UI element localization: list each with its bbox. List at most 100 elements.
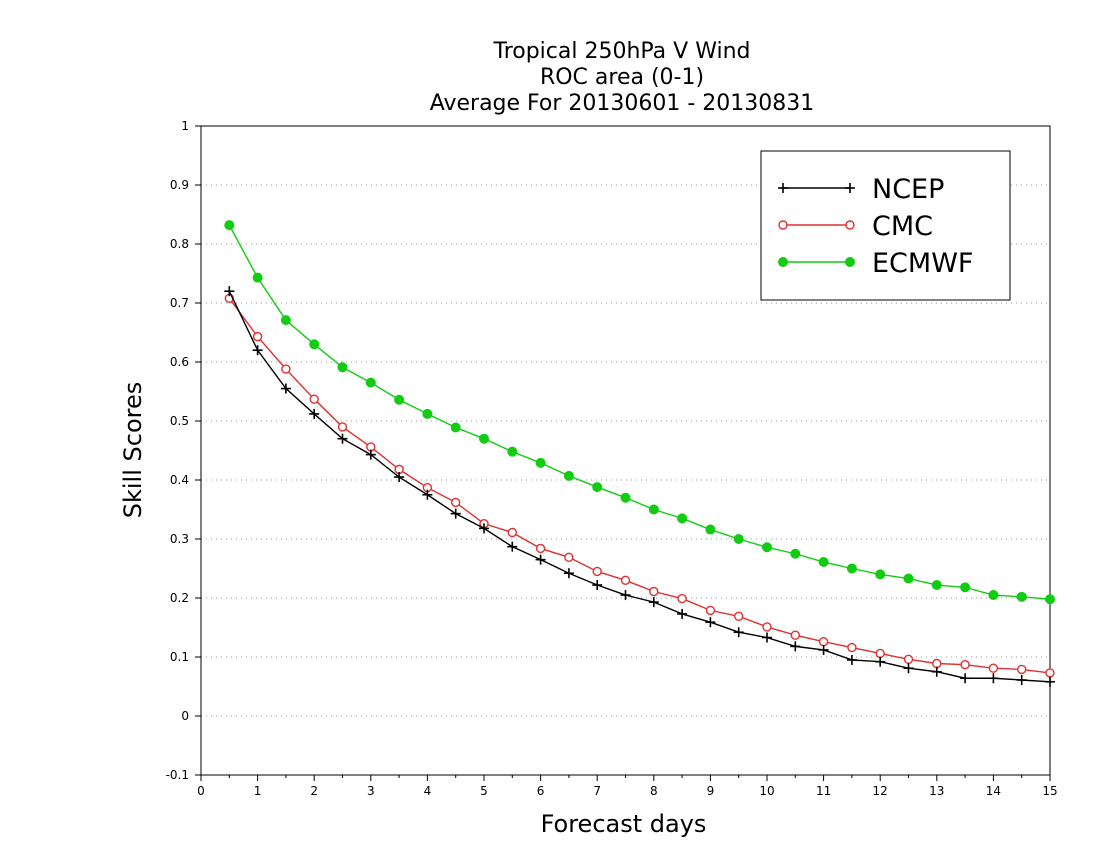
- y-tick-label: 0.3: [170, 532, 189, 546]
- data-point-cmc: [988, 663, 999, 673]
- x-tick-label: 1: [254, 784, 262, 798]
- data-point-ecmwf: [422, 408, 433, 419]
- data-point-cmc: [790, 630, 800, 640]
- legend-label: NCEP: [872, 174, 944, 205]
- data-point-cmc: [677, 593, 687, 604]
- x-tick-label: 3: [367, 784, 375, 798]
- data-point-ncep: [790, 641, 801, 652]
- data-point-cmc: [734, 611, 744, 621]
- legend-entry-cmc: CMC: [778, 211, 933, 242]
- data-point-ncep: [733, 627, 744, 638]
- data-point-cmc: [649, 586, 659, 597]
- x-tick-label: 13: [929, 784, 944, 798]
- data-point-ecmwf: [365, 377, 376, 388]
- legend-marker: [845, 220, 855, 230]
- title-line-2: ROC area (0-1): [540, 65, 704, 90]
- data-point-cmc: [1045, 668, 1055, 678]
- legend-marker: [778, 257, 788, 267]
- data-point-ecmwf: [790, 548, 801, 559]
- legend-label: ECMWF: [872, 248, 973, 279]
- data-point-ecmwf: [337, 362, 348, 373]
- data-point-ecmwf: [762, 542, 772, 553]
- data-point-ecmwf: [875, 569, 886, 580]
- data-point-cmc: [762, 622, 772, 632]
- x-tick-label: 6: [537, 784, 545, 798]
- legend-marker: [845, 257, 855, 267]
- series-layer: [224, 220, 1055, 687]
- data-point-ncep: [479, 523, 489, 534]
- data-point-ecmwf: [563, 470, 574, 481]
- data-point-cmc: [592, 566, 602, 577]
- data-point-cmc: [309, 394, 319, 404]
- x-tick-label: 15: [1042, 784, 1057, 798]
- y-tick-label: 0.7: [170, 296, 189, 310]
- data-point-ecmwf: [450, 422, 461, 433]
- data-point-ecmwf: [903, 573, 914, 584]
- data-point-ncep: [422, 489, 433, 500]
- legend-entry-ncep: NCEP: [778, 174, 944, 205]
- data-point-ncep: [563, 568, 574, 579]
- data-point-ncep: [677, 608, 688, 619]
- data-point-ecmwf: [705, 524, 716, 535]
- data-point-ncep: [535, 554, 546, 565]
- legend-marker: [778, 220, 788, 230]
- data-point-ecmwf: [988, 590, 999, 601]
- x-tick-label: 12: [873, 784, 888, 798]
- data-point-ecmwf: [733, 534, 744, 544]
- data-point-ncep: [931, 666, 942, 677]
- x-tick-label: 9: [707, 784, 715, 798]
- y-tick-label: 0.6: [170, 355, 189, 369]
- x-tick-label: 11: [816, 784, 831, 798]
- data-point-cmc: [451, 497, 461, 508]
- x-tick-label: 5: [480, 784, 488, 798]
- data-point-cmc: [620, 575, 631, 585]
- data-point-ecmwf: [535, 457, 546, 468]
- data-point-ecmwf: [677, 513, 688, 524]
- data-point-ncep: [846, 654, 857, 665]
- y-tick-label: 1: [181, 119, 189, 133]
- data-point-ncep: [450, 508, 461, 519]
- data-point-ecmwf: [252, 272, 263, 283]
- data-point-ncep: [875, 656, 886, 667]
- data-point-ncep: [507, 541, 518, 552]
- series-line-ncep: [228, 290, 1051, 683]
- data-point-ncep: [592, 580, 603, 591]
- y-axis-ticks: -0.1 0 0.1 0.2 0.3 0.4 0.5 0.6 0.7 0.8 0.9 1: [166, 119, 201, 782]
- data-point-ecmwf: [960, 582, 971, 593]
- data-point-ecmwf: [1045, 594, 1055, 605]
- data-point-ncep: [620, 590, 631, 601]
- data-point-ecmwf: [648, 504, 659, 515]
- data-point-ncep: [365, 449, 376, 460]
- data-point-ecmwf: [280, 315, 291, 326]
- data-point-ecmwf: [224, 220, 235, 231]
- series-ncep: [224, 286, 1055, 687]
- data-point-ncep: [337, 433, 348, 444]
- x-axis-label: Forecast days: [541, 810, 707, 838]
- data-point-ncep: [280, 383, 291, 394]
- data-point-cmc: [281, 364, 291, 374]
- data-point-ncep: [648, 597, 659, 608]
- data-point-ncep: [252, 345, 263, 356]
- data-point-ecmwf: [931, 580, 942, 591]
- y-tick-label: 0.2: [170, 591, 189, 605]
- y-tick-label: -0.1: [166, 768, 189, 782]
- data-point-ecmwf: [818, 557, 829, 568]
- series-line-cmc: [228, 297, 1051, 674]
- data-point-ecmwf: [592, 482, 603, 493]
- data-point-cmc: [932, 658, 942, 669]
- data-point-ncep: [960, 673, 971, 684]
- y-tick-label: 0.5: [170, 414, 189, 428]
- y-tick-label: 0.4: [170, 473, 189, 487]
- legend: NCEP CMC ECMWF: [760, 150, 1011, 301]
- data-point-cmc: [252, 331, 263, 342]
- data-point-ncep: [762, 632, 772, 643]
- y-tick-label: 0.8: [170, 237, 189, 251]
- title-line-3: Average For 20130601 - 20130831: [430, 91, 815, 116]
- data-point-ecmwf: [479, 433, 489, 444]
- data-point-ecmwf: [1016, 591, 1027, 602]
- data-point-ncep: [903, 663, 914, 674]
- legend-marker: [778, 183, 788, 193]
- data-point-cmc: [903, 654, 914, 665]
- data-point-ecmwf: [507, 446, 518, 457]
